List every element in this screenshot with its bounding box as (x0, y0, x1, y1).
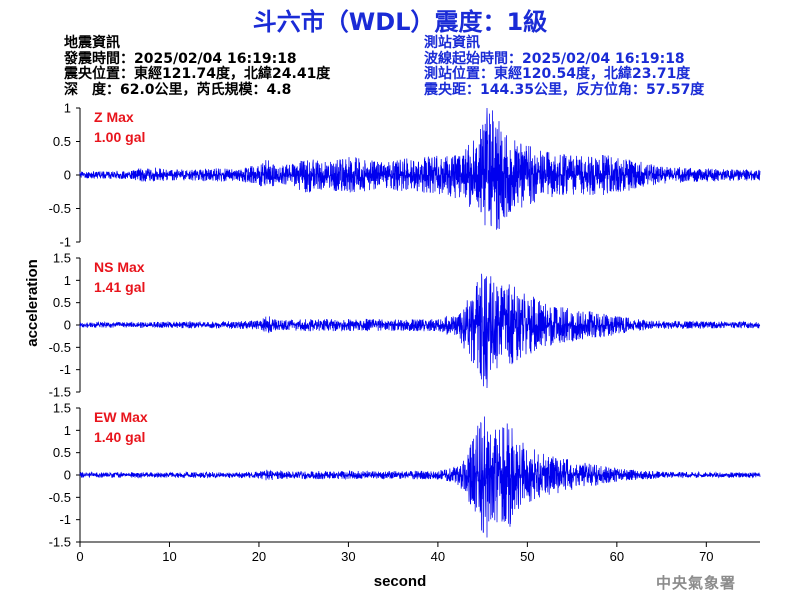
y-tick-label: 0 (64, 318, 71, 333)
y-tick-label: -1.5 (49, 385, 71, 400)
y-tick-label: -1.5 (49, 535, 71, 550)
max-label-ns: NS Max (94, 259, 145, 275)
x-axis-title: second (374, 573, 427, 590)
y-tick-label: 1.5 (53, 251, 71, 266)
y-tick-label: -0.5 (49, 340, 71, 355)
y-tick-label: 1 (64, 273, 71, 288)
y-tick-label: 0.5 (53, 295, 71, 310)
depth-magnitude: 深 度：62.0公里，芮氏規模：4.8 (64, 81, 292, 98)
earthquake-info-heading: 地震資訊 (64, 35, 120, 51)
x-tick-label: 40 (431, 549, 445, 564)
y-tick-label: 0.5 (53, 134, 71, 149)
page-title: 斗六市（WDL）震度：1級 (252, 8, 548, 36)
origin-time: 發震時間：2025/02/04 16:19:18 (64, 50, 297, 67)
y-tick-label: -0.5 (49, 201, 71, 216)
waveform-ns (79, 273, 761, 388)
station-info-heading: 測站資訊 (424, 35, 480, 51)
y-tick-label: 1 (64, 101, 71, 116)
x-tick-label: 30 (341, 549, 355, 564)
max-value-z: 1.00 gal (94, 129, 145, 145)
y-tick-label: 0.5 (53, 445, 71, 460)
x-tick-label: 20 (252, 549, 266, 564)
y-tick-label: 1 (64, 423, 71, 438)
x-tick-label: 0 (76, 549, 83, 564)
epicenter-location: 震央位置：東經121.74度，北緯24.41度 (64, 66, 331, 82)
waveform-ew (79, 416, 761, 538)
wave-start-time: 波線起始時間：2025/02/04 16:19:18 (424, 50, 685, 67)
y-tick-label: -1 (59, 235, 71, 250)
x-tick-label: 10 (162, 549, 176, 564)
max-value-ew: 1.40 gal (94, 429, 145, 445)
station-location: 測站位置：東經120.54度，北緯23.71度 (424, 66, 691, 82)
distance-azimuth: 震央距：144.35公里，反方位角：57.57度 (424, 81, 705, 98)
x-tick-label: 70 (699, 549, 713, 564)
max-value-ns: 1.41 gal (94, 279, 145, 295)
y-tick-label: -1 (59, 512, 71, 527)
waveform-z (79, 107, 761, 230)
max-label-ew: EW Max (94, 409, 148, 425)
y-tick-label: 0 (64, 168, 71, 183)
y-tick-label: -1 (59, 362, 71, 377)
y-axis-title: acceleration (24, 259, 41, 347)
agency-watermark: 中央氣象署 (656, 574, 737, 592)
y-tick-label: 0 (64, 468, 71, 483)
x-tick-label: 50 (520, 549, 534, 564)
y-tick-label: -0.5 (49, 490, 71, 505)
earthquake-info: 地震資訊 發震時間：2025/02/04 16:19:18 震央位置：東經121… (64, 35, 331, 98)
station-info: 測站資訊 波線起始時間：2025/02/04 16:19:18 測站位置：東經1… (424, 35, 705, 98)
x-tick-label: 60 (610, 549, 624, 564)
y-tick-label: 1.5 (53, 401, 71, 416)
max-label-z: Z Max (94, 109, 134, 125)
